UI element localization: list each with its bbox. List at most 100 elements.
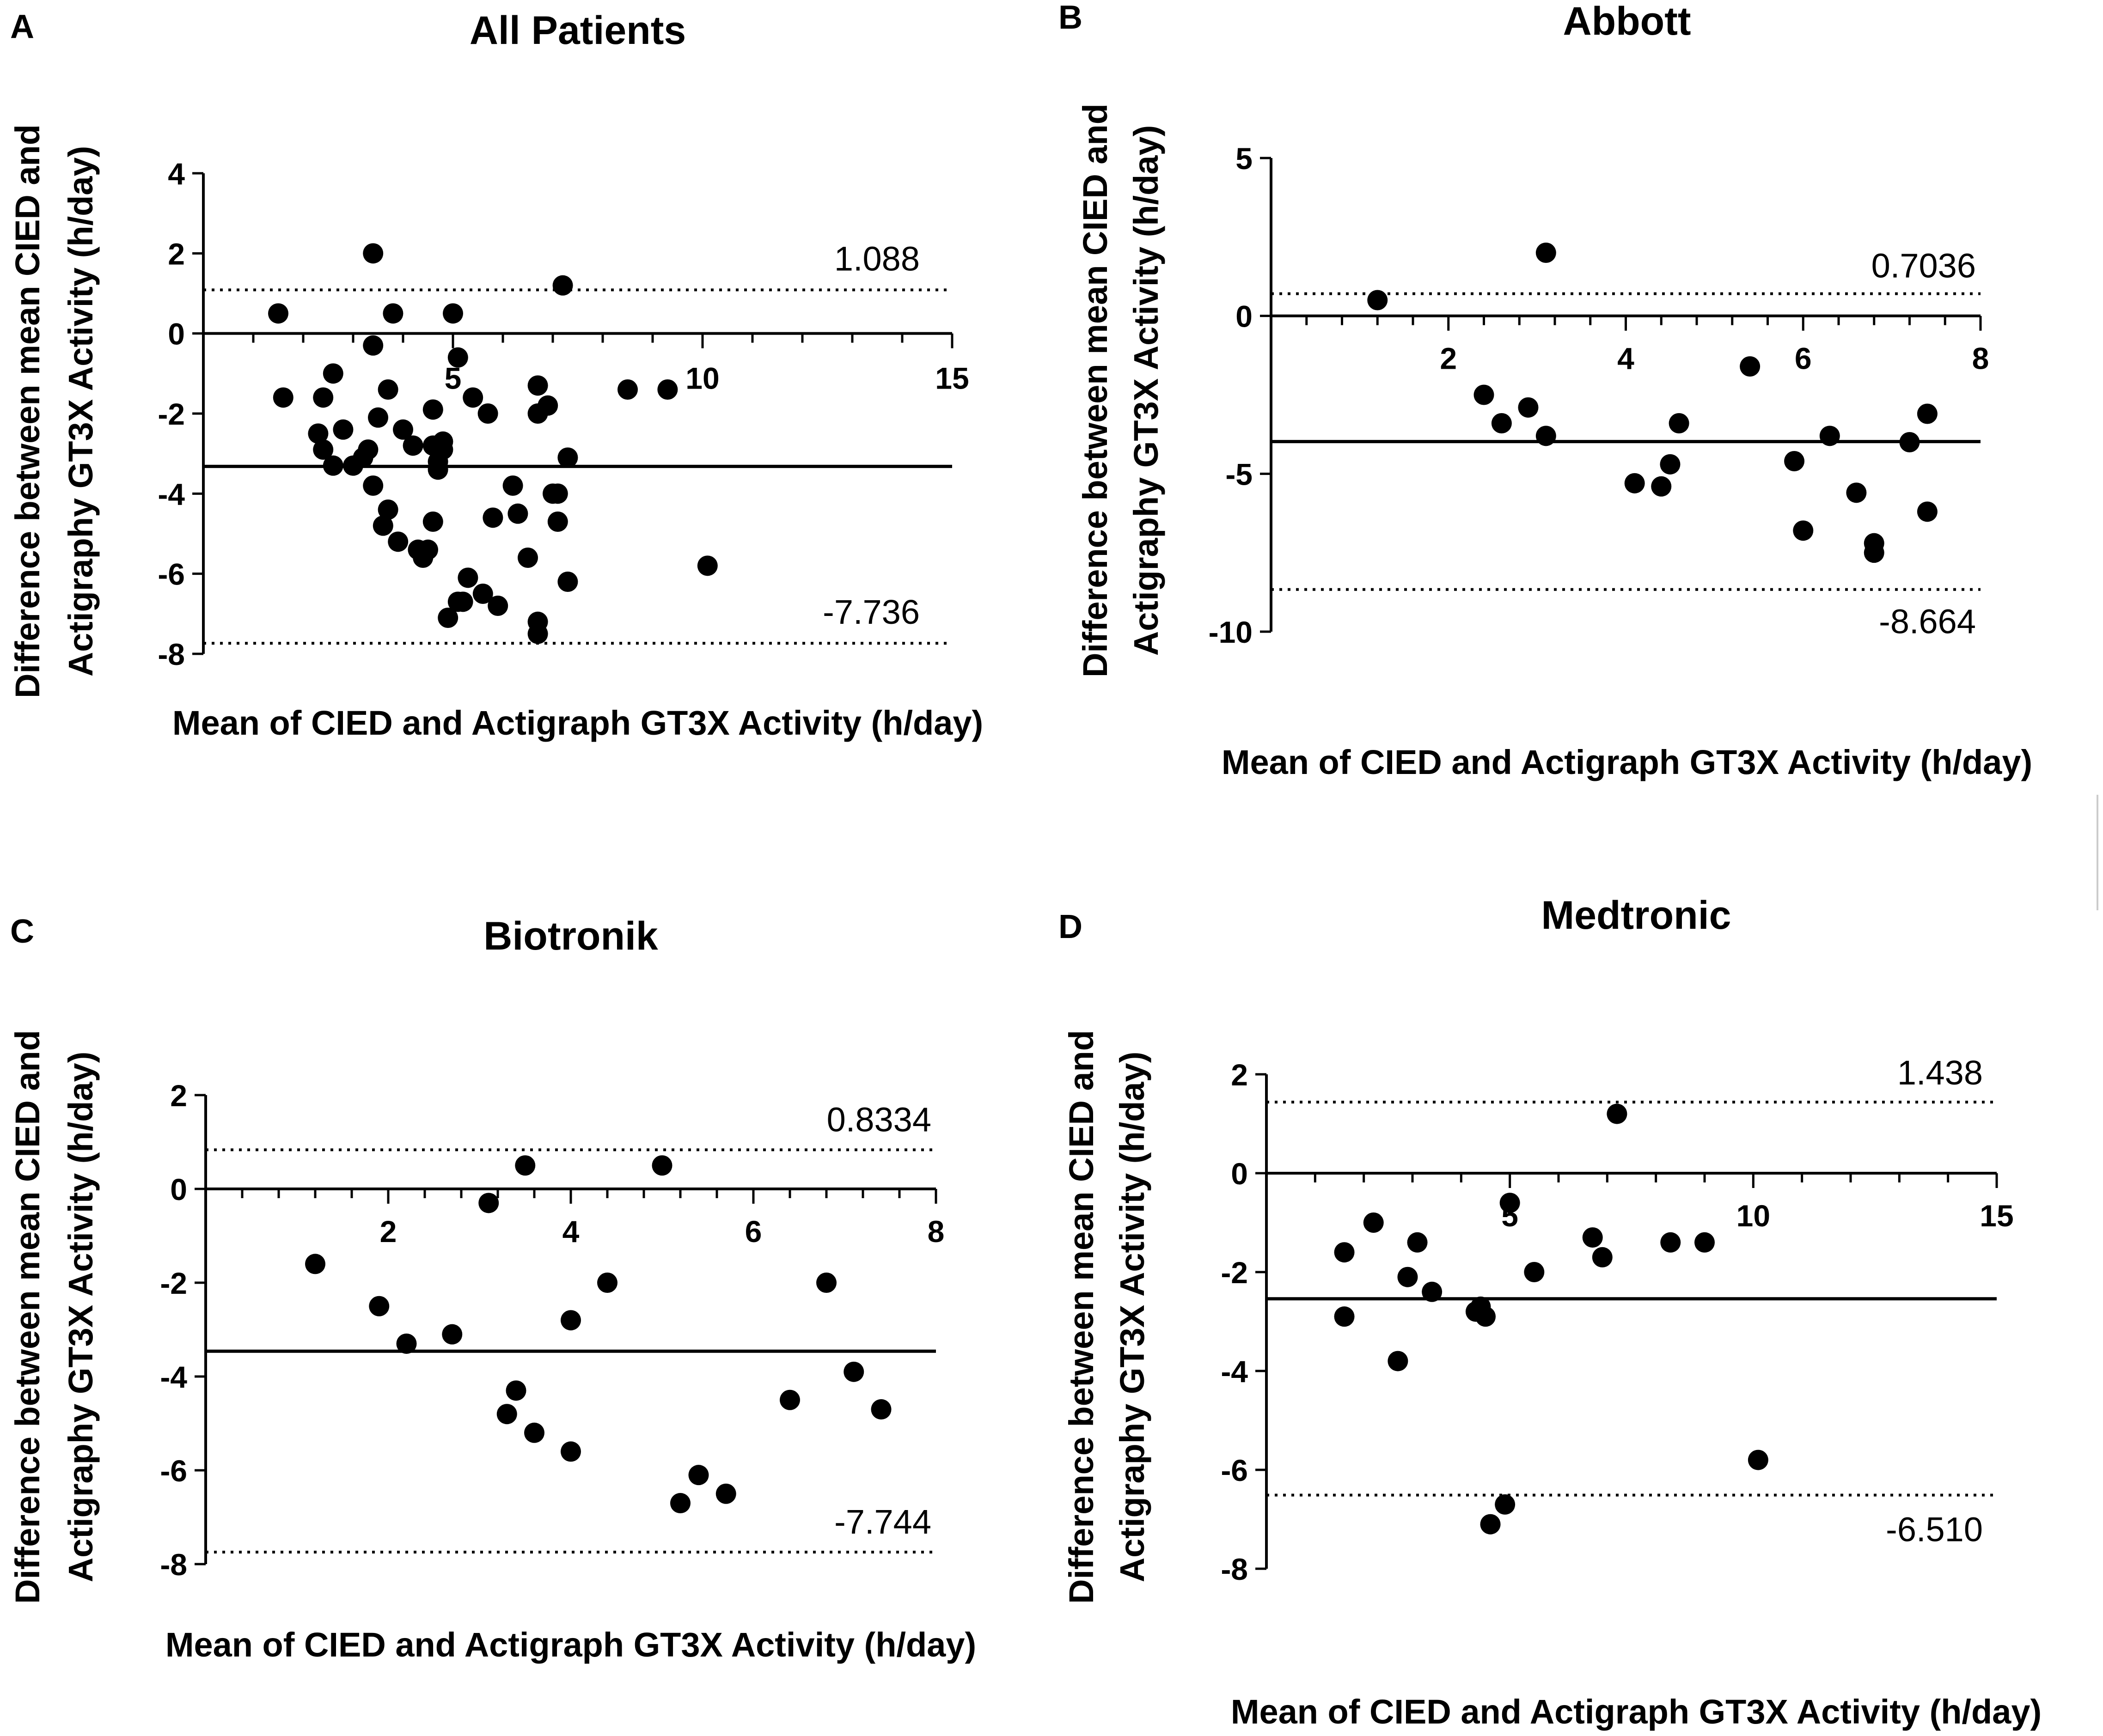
upper-loa-label: 0.8334 [827, 1100, 931, 1139]
data-point [1407, 1232, 1428, 1253]
data-point [715, 1483, 736, 1504]
data-point [1660, 454, 1681, 475]
data-point [538, 395, 558, 416]
x-axis-label: Mean of CIED and Actigraph GT3X Activity… [1231, 1693, 2042, 1731]
panel-a: A All Patients Difference between mean CIE… [8, 8, 983, 742]
x-axis-label: Mean of CIED and Actigraph GT3X Activity… [172, 704, 983, 742]
y-tick-label: -4 [160, 1360, 187, 1394]
data-point [447, 347, 468, 368]
y-tick-label: -8 [1221, 1552, 1248, 1586]
x-tick-label: 2 [380, 1214, 397, 1249]
data-point [1624, 473, 1645, 493]
data-point [422, 512, 443, 532]
y-tick-label: 0 [170, 1172, 187, 1206]
data-point [1651, 476, 1672, 497]
data-point [393, 419, 413, 440]
data-point [1334, 1306, 1355, 1327]
x-tick-label: 10 [685, 361, 719, 396]
data-point [844, 1361, 864, 1382]
x-tick-label: 8 [1972, 341, 1989, 376]
x-tick-label: 8 [928, 1214, 945, 1249]
data-point [1397, 1267, 1418, 1287]
y-tick-label: -8 [160, 1547, 187, 1582]
data-point [369, 1296, 390, 1316]
data-point [780, 1389, 800, 1410]
data-point [597, 1273, 617, 1293]
data-point [1524, 1262, 1545, 1282]
y-axis-label-line1: Difference between mean CIED and [8, 1030, 47, 1604]
data-point [1582, 1227, 1603, 1248]
y-tick-label: -2 [158, 397, 185, 431]
data-point [323, 363, 343, 384]
data-point [1748, 1450, 1768, 1470]
data-point [452, 591, 473, 612]
data-point [561, 1310, 581, 1331]
x-tick-label: 15 [1980, 1199, 2013, 1233]
data-point [1899, 432, 1920, 452]
data-point [561, 1441, 581, 1462]
panel-b: B Abbott Difference between mean CIED and A… [1058, 0, 2032, 781]
data-point [557, 447, 578, 468]
data-point [333, 419, 354, 440]
y-tick-label: -6 [158, 557, 185, 591]
data-point [670, 1493, 691, 1514]
lower-loa-label: -7.744 [834, 1503, 931, 1541]
data-point [1499, 1193, 1520, 1213]
y-axis-label-line1: Difference between mean CIED and [8, 124, 47, 698]
data-point [438, 608, 459, 628]
data-point [388, 531, 409, 552]
y-tick-label: 2 [1231, 1058, 1248, 1092]
data-point [396, 1333, 417, 1354]
x-tick-label: 4 [562, 1214, 580, 1249]
y-tick-label: 0 [168, 317, 185, 351]
data-point [1475, 1306, 1496, 1327]
data-point [1480, 1514, 1501, 1535]
chart-title: Biotronik [483, 914, 658, 958]
data-point [552, 275, 573, 296]
x-axis-label: Mean of CIED and Actigraph GT3X Activity… [165, 1626, 976, 1664]
data-point [363, 475, 384, 496]
data-point [1422, 1281, 1443, 1302]
y-tick-label: -6 [1221, 1453, 1248, 1487]
chart-title: All Patients [470, 8, 686, 53]
data-point [688, 1465, 709, 1486]
data-point [1491, 413, 1512, 433]
data-point [524, 1422, 544, 1443]
data-point [378, 499, 398, 520]
data-point [268, 303, 288, 324]
x-tick-label: 6 [1795, 341, 1812, 376]
y-tick-label: -5 [1225, 457, 1253, 491]
data-point [507, 503, 528, 524]
lower-loa-label: -8.664 [1879, 603, 1976, 641]
chart-title: Abbott [1563, 0, 1691, 43]
data-point [363, 243, 384, 264]
y-tick-label: -4 [158, 477, 185, 511]
data-point [1846, 482, 1867, 503]
upper-loa-label: 1.438 [1897, 1054, 1983, 1092]
data-point [368, 407, 388, 428]
data-point [1518, 397, 1539, 418]
y-tick-label: 2 [168, 237, 185, 271]
y-tick-label: -4 [1221, 1354, 1248, 1389]
y-axis-label-line1: Difference between mean CIED and [1062, 1030, 1100, 1604]
data-point [358, 439, 379, 460]
data-point [443, 303, 463, 324]
data-point [273, 387, 293, 408]
y-tick-label: -2 [160, 1266, 187, 1300]
lower-loa-label: -6.510 [1886, 1511, 1983, 1549]
y-axis-label-line2: Actigraphy GT3X Activity (h/day) [1127, 125, 1165, 656]
data-point [502, 475, 523, 496]
data-point [1669, 413, 1689, 433]
data-point [477, 403, 498, 424]
upper-loa-label: 0.7036 [1871, 247, 1976, 285]
data-point [458, 567, 478, 588]
data-point [1607, 1103, 1627, 1124]
data-point [506, 1380, 526, 1401]
data-point [697, 555, 718, 576]
data-point [378, 379, 398, 400]
data-point [657, 379, 678, 400]
y-axis-label-line2: Actigraphy GT3X Activity (h/day) [1113, 1052, 1151, 1583]
data-point [1592, 1247, 1613, 1267]
data-point [1367, 290, 1388, 311]
